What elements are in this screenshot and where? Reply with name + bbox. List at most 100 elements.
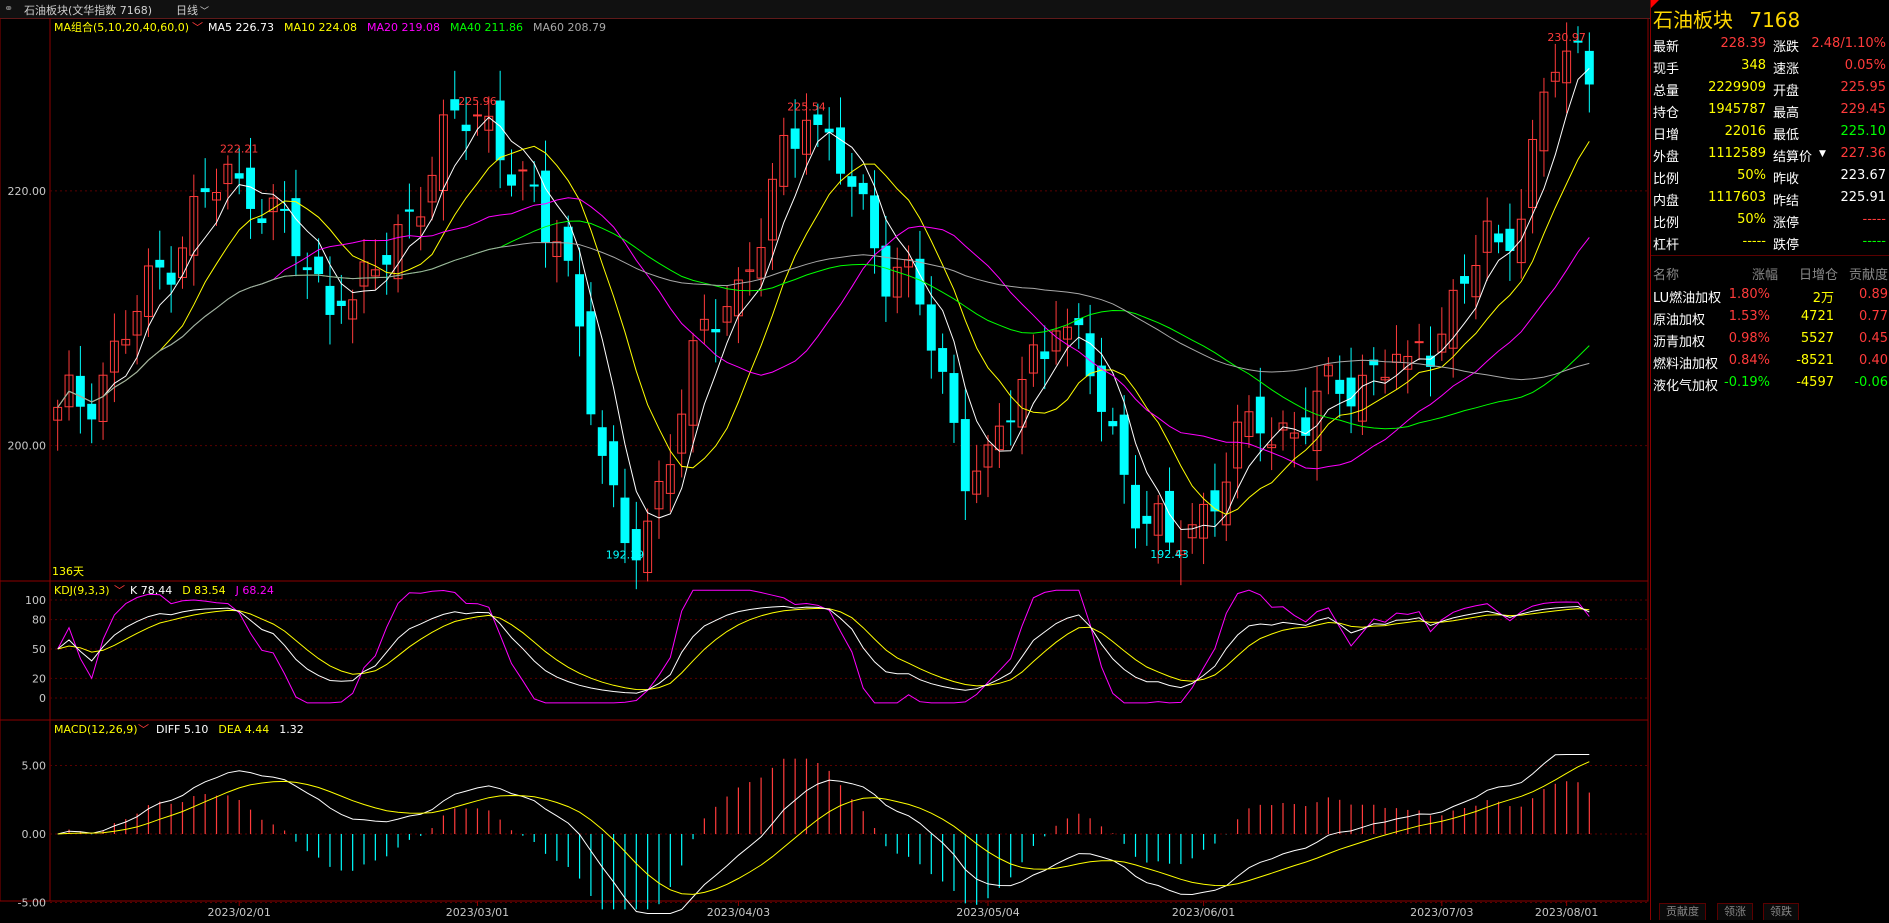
candle-down [858,182,868,195]
dea-line [57,761,1590,895]
ma-indicator-label[interactable]: MA组合(5,10,20,40,60,0) [54,20,189,34]
title-bar: ⚭ 石油板块(文华指数 7168) 日线 ﹀ [0,0,1889,19]
column-header[interactable]: 名称 [1653,268,1680,283]
column-header[interactable]: 日增仓 [1798,268,1838,283]
quote-label: 开盘 [1773,84,1800,99]
candle-down [631,529,641,561]
candle-down [1040,351,1050,360]
main-legend: MA组合(5,10,20,40,60,0) ﹀ MA5 226.73 MA10 2… [54,20,606,34]
constituent-name: 液化气加权 [1653,379,1719,394]
candle-down [1573,40,1583,43]
tab-top-gainers[interactable]: 领涨 [1717,903,1753,920]
kdj-layer [57,589,1590,704]
candle-up [348,299,358,320]
candle-up [393,224,403,280]
candle-down [586,311,596,415]
candle-up [189,196,199,256]
price-annotation: 230.97 [1547,31,1586,44]
diff-line [57,754,1590,914]
ma-values: MA5 226.73 MA10 224.08 MA20 219.08 MA40 211… [208,21,606,34]
quote-label: 外盘 [1653,150,1680,165]
candle-down [1096,365,1106,412]
candle-down [234,173,244,179]
macd-indicator-label[interactable]: MACD(12,26,9) [54,723,138,736]
tab-top-losers[interactable]: 领跌 [1763,903,1799,920]
quote-label: 昨结 [1773,194,1800,209]
chevron-down-icon[interactable]: ﹀ [138,723,149,736]
kdj-indicator-label[interactable]: KDJ(9,3,3) [54,584,110,597]
quote-row: 现手 348 速涨 0.05% [1651,56,1889,77]
candle-up [892,266,902,298]
price-annotation: 222.21 [220,143,259,156]
macd-values: DIFF 5.10 DEA 4.44 1.32 [156,723,304,736]
chevron-down-icon[interactable]: ﹀ [192,21,203,34]
legend-item: 1.32 [279,723,304,736]
quote-value: 2229909 [1708,80,1766,95]
candle-down [1255,396,1265,434]
candle-up [665,464,675,494]
candle-up [438,114,448,191]
candle-down [302,267,312,271]
quote-label: 最低 [1773,128,1800,143]
quote-label: 结算价 [1773,150,1813,165]
quote-row: 最新 228.39 涨跌 2.48/1.10% [1651,34,1889,55]
candle-up [1414,341,1424,344]
candle-up [1562,50,1572,84]
table-row[interactable]: 燃料油加权 0.84% -8521 0.40 [1651,351,1889,372]
chart-frame [0,17,1649,902]
quote-row: 杠杆 ----- 跌停 ----- [1651,232,1889,253]
candle-up [779,134,789,187]
y-tick-label: 0.00 [22,828,47,841]
candle-down [461,124,471,132]
price-annotation: 225.54 [787,100,826,113]
table-row[interactable]: 沥青加权 0.98% 5527 0.45 [1651,329,1889,350]
dropdown-icon[interactable]: ▼ [1819,149,1826,159]
candle-up [802,119,811,155]
quote-name: 石油板块 [1653,8,1733,32]
column-header[interactable]: 贡献度 [1848,268,1888,283]
chart-svg[interactable]: 220.00 200.00 100 80 50 20 0 5.00 0.00 -5.00 222.2… [0,17,1649,920]
candle-up [722,306,732,323]
quote-value: 1945787 [1708,102,1766,117]
candle-up [904,259,914,268]
constituent-change: -0.19% [1724,375,1770,390]
quote-value: 1117603 [1708,190,1766,205]
constituent-contribution: -0.06 [1854,375,1888,390]
candle-up [132,310,142,336]
chart-area[interactable]: 220.00 200.00 100 80 50 20 0 5.00 0.00 -5.00 222.2… [0,17,1649,920]
candle-up [1312,390,1322,452]
candle-down [847,176,857,187]
quote-row: 比例 50% 昨收 223.67 [1651,166,1889,187]
kdj-legend: KDJ(9,3,3) ﹀ K 78.44 D 83.54 J 68.24 [54,584,274,597]
table-row[interactable]: LU燃油加权 1.80% 2万 0.89 [1651,285,1889,306]
candle-down [1119,414,1129,475]
candle-up [1267,444,1277,449]
legend-item: D 83.54 [182,584,225,597]
legend-item: DEA 4.44 [218,723,269,736]
candle-down [257,218,267,224]
quote-label: 速涨 [1773,62,1800,77]
candle-down [1346,377,1356,407]
candle-down [1505,228,1515,251]
column-header[interactable]: 涨幅 [1751,268,1778,283]
candle-up [1176,550,1186,556]
table-row[interactable]: 液化气加权 -0.19% -4597 -0.06 [1651,373,1889,394]
chevron-down-icon[interactable]: ﹀ [114,584,125,597]
tab-contribution[interactable]: 贡献度 [1659,903,1706,920]
price-annotation: 192.39 [606,549,645,562]
quote-label: 最高 [1773,106,1800,121]
y-tick-label: 80 [32,614,46,627]
quote-label: 总量 [1653,84,1680,99]
y-tick-label: 20 [32,672,46,685]
constituent-name: 沥青加权 [1653,335,1706,350]
candle-up [1187,524,1197,539]
table-row[interactable]: 原油加权 1.53% 4721 0.77 [1651,307,1889,328]
candle-down [200,188,210,193]
period-selector[interactable]: 日线 ﹀ [176,2,209,18]
candle-down [450,99,460,111]
ma20-line [57,197,1590,470]
table-header: 名称 涨幅 日增仓 贡献度 [1651,262,1889,283]
candle-up [121,338,131,346]
candle-down [1335,379,1345,394]
quote-row: 外盘 1112589 结算价 227.36 ▼ [1651,144,1889,165]
